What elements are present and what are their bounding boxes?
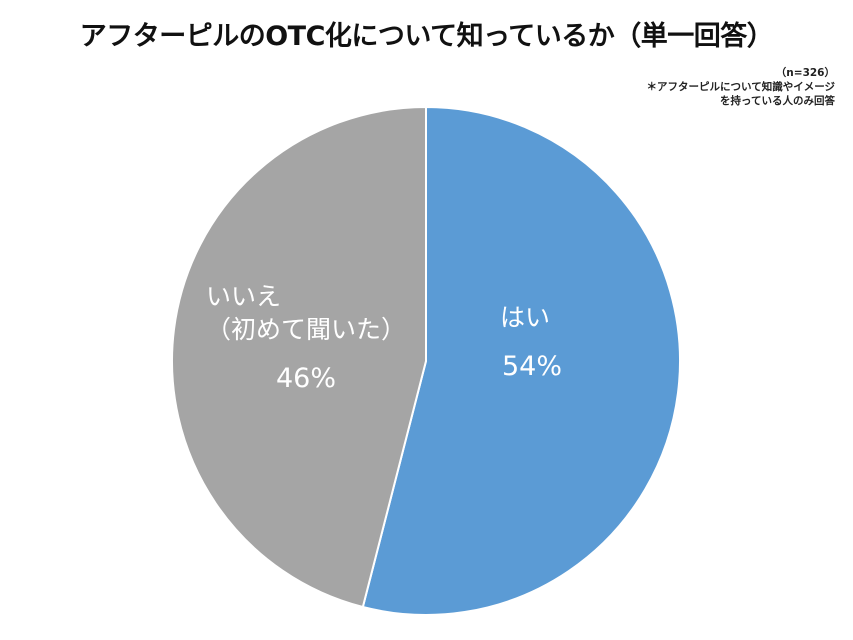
label-yes-name: はい xyxy=(500,303,551,332)
label-no-line2: （初めて聞いた） xyxy=(206,315,407,344)
pie-slice-no xyxy=(171,105,427,609)
slice-label-no: いいえ （初めて聞いた） 46% xyxy=(206,280,406,395)
sample-size: （n=326） xyxy=(775,67,835,79)
chart-title: アフターピルのOTC化について知っているか（単一回答） xyxy=(79,21,774,52)
sample-note: （n=326） ＊アフターピルについて知識やイメージ を持っている人のみ回答 xyxy=(647,66,835,108)
note-line-2: を持っている人のみ回答 xyxy=(720,95,835,107)
label-no-line1: いいえ xyxy=(206,282,282,311)
pie-slice-yes xyxy=(361,105,681,616)
slice-label-yes: はい 54% xyxy=(500,301,562,383)
label-no-percent: 46% xyxy=(276,363,337,394)
note-line-1: ＊アフターピルについて知識やイメージ xyxy=(646,81,835,93)
label-yes-percent: 54% xyxy=(502,351,563,382)
